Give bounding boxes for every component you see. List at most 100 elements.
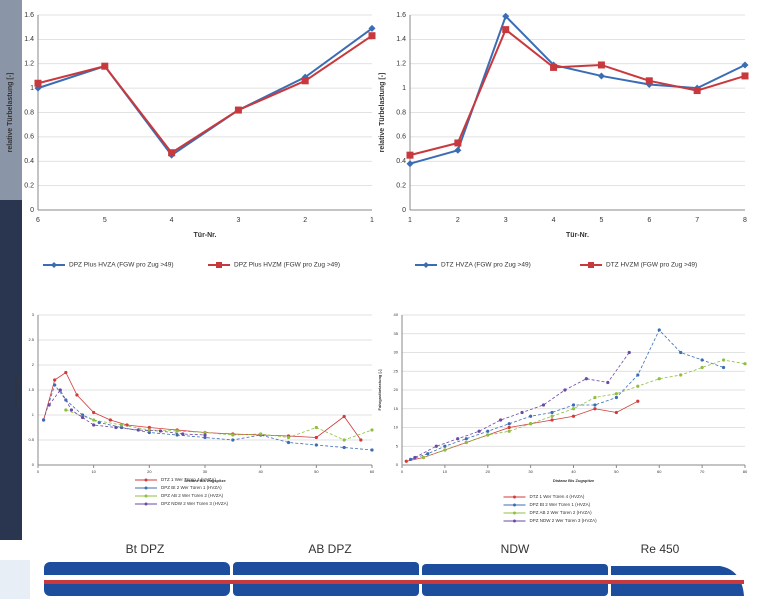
point (502, 12, 510, 20)
point (368, 32, 376, 40)
train-icon (0, 560, 30, 599)
x-axis-label: Tür-Nr. (566, 232, 589, 239)
point (136, 428, 140, 432)
point (502, 26, 510, 34)
point (507, 429, 511, 433)
x-tick-label: 40 (571, 469, 576, 474)
x-tick-label: 10 (91, 469, 96, 474)
point (486, 433, 490, 437)
point (101, 62, 109, 70)
point (507, 425, 511, 430)
photo-edge-light (0, 0, 22, 200)
legend-label: DTZ HVZM (FGW pro Zug >49) (606, 262, 697, 269)
y-tick-label: 0 (30, 207, 34, 214)
y-tick-label: 0.6 (24, 134, 34, 141)
x-tick-label: 0 (37, 469, 40, 474)
legend-marker (216, 262, 222, 268)
x-tick-label: 6 (647, 217, 651, 224)
x-tick-label: 30 (528, 469, 533, 474)
point (114, 425, 118, 430)
point (231, 438, 235, 442)
point (679, 373, 683, 377)
point (443, 448, 447, 452)
point (614, 395, 618, 400)
series-line (410, 329, 724, 460)
y-tick-label: 1.6 (396, 12, 406, 19)
point (627, 350, 631, 355)
point (69, 408, 73, 412)
series-line (37, 27, 373, 157)
y-tick-label: 0.2 (396, 182, 406, 189)
legend-label: DPZ NDW 2 Wer Türen 3 (HVZA) (530, 518, 598, 523)
x-tick-label: 60 (370, 469, 375, 474)
point (314, 425, 318, 430)
point (741, 72, 749, 80)
legend-label: DPZ Plus HVZM (FGW pro Zug >49) (234, 262, 340, 269)
train-label: Re 450 (641, 542, 680, 556)
point (158, 429, 163, 433)
point (700, 358, 704, 362)
x-tick-label: 4 (552, 217, 556, 224)
point (597, 61, 605, 69)
point (408, 457, 413, 461)
point (477, 429, 481, 433)
point (80, 415, 85, 420)
point (92, 418, 96, 422)
point (404, 459, 408, 463)
y-tick-label: 0 (32, 462, 35, 467)
y-tick-label: 2.5 (28, 337, 34, 342)
y-tick-label: 1 (30, 85, 34, 92)
point (593, 407, 597, 411)
stripe (44, 580, 744, 584)
point (700, 365, 704, 370)
point (571, 407, 576, 411)
y-tick-label: 1.6 (24, 12, 34, 19)
point (342, 414, 346, 419)
point (550, 414, 554, 418)
x-tick-label: 50 (314, 469, 319, 474)
point (34, 79, 42, 87)
point (721, 358, 726, 362)
point (286, 440, 291, 445)
y-tick-label: 0 (396, 462, 399, 467)
series-line (414, 352, 630, 458)
point (53, 378, 57, 382)
point (593, 395, 597, 400)
y-tick-label: 10 (394, 425, 399, 430)
legend-marker (588, 262, 594, 268)
y-axis-label: Fahrgastbelastung [-] (377, 369, 382, 411)
series-line (423, 359, 746, 458)
x-tick-label: 60 (657, 469, 662, 474)
point (541, 403, 546, 407)
y-tick-label: 1 (402, 85, 406, 92)
point (359, 438, 363, 442)
y-tick-label: 0.8 (24, 109, 34, 116)
legend-marker (144, 502, 148, 506)
series-line (37, 34, 373, 155)
train-label: AB DPZ (308, 542, 351, 556)
legend-label: DTZ HVZA (FGW pro Zug >49) (441, 262, 531, 269)
y-tick-label: 0.4 (396, 158, 406, 165)
y-tick-label: 1.5 (28, 387, 34, 392)
point (231, 433, 235, 437)
point (47, 403, 51, 407)
point (614, 392, 618, 396)
point (693, 87, 701, 95)
point (454, 139, 462, 147)
legend-label: DPZ Bt 2 Wer Türen 1 (HVZA) (530, 502, 591, 507)
legend-label: DTZ 1 Wer Türen 4 (HVZA) (530, 494, 585, 499)
x-tick-label: 20 (486, 469, 491, 474)
point (406, 160, 414, 168)
point (636, 384, 640, 388)
x-tick-label: 2 (456, 217, 460, 224)
y-tick-label: 1.2 (24, 61, 34, 68)
point (301, 77, 309, 85)
y-tick-label: 25 (394, 368, 399, 373)
x-tick-label: 1 (408, 217, 412, 224)
y-tick-label: 35 (394, 331, 399, 336)
point (92, 423, 96, 427)
point (64, 408, 68, 412)
point (203, 435, 207, 440)
series-line (409, 28, 746, 157)
point (443, 444, 447, 448)
